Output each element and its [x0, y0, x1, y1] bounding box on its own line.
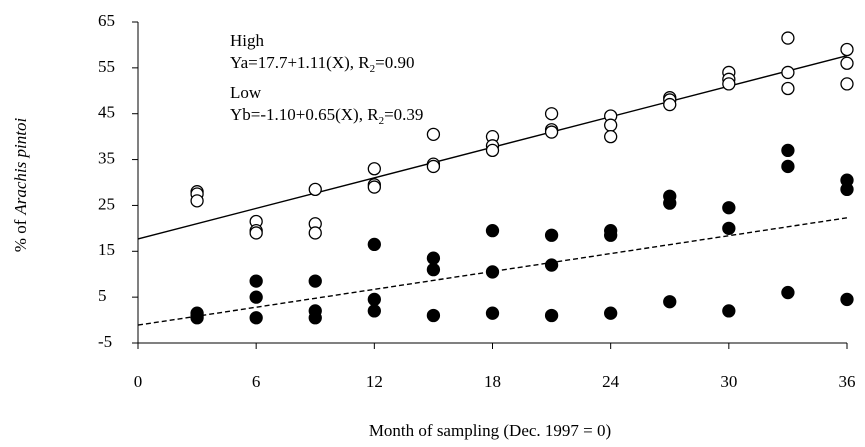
data-point	[426, 159, 441, 174]
y-tick-label: 5	[98, 286, 107, 305]
data-point	[722, 77, 736, 91]
x-tick-label: 30	[720, 372, 737, 391]
x-tick-label: 12	[366, 372, 383, 391]
data-point	[544, 258, 559, 272]
data-point	[840, 42, 854, 57]
data-point	[308, 311, 322, 325]
equation-part: Yb=-1.10+0.65(X), R	[230, 105, 379, 124]
y-axis-label-prefix: % of	[11, 219, 30, 252]
data-point	[367, 304, 381, 318]
data-point	[249, 290, 263, 304]
data-point	[426, 262, 441, 277]
equation: Yb=-1.10+0.65(X), R2=0.39	[230, 105, 423, 127]
y-tick-label: -5	[98, 332, 112, 351]
equation-part: =0.39	[384, 105, 423, 124]
data-point	[722, 201, 736, 215]
data-point	[604, 306, 618, 320]
y-tick-label: 25	[98, 194, 115, 213]
data-point	[663, 196, 677, 210]
y-tick-label: 15	[98, 240, 115, 259]
data-point	[367, 237, 381, 252]
data-point	[663, 295, 677, 309]
data-point	[840, 182, 854, 197]
equation-part: 2	[379, 115, 385, 127]
equation-label: High	[230, 31, 265, 50]
data-point	[781, 81, 795, 96]
data-point	[485, 306, 500, 320]
equation-label: Low	[230, 83, 262, 102]
x-tick-label: 36	[839, 372, 856, 391]
data-point	[604, 228, 618, 242]
data-point	[426, 251, 441, 265]
data-point	[840, 77, 854, 91]
data-point	[485, 223, 500, 238]
x-axis-label: Month of sampling (Dec. 1997 = 0)	[369, 421, 611, 440]
data-point	[781, 159, 795, 174]
x-tick-label: 24	[602, 372, 620, 391]
data-point	[485, 265, 500, 279]
y-axis-label-species: Arachis pintoi	[11, 118, 30, 216]
y-axis-label: % of Arachis pintoi	[11, 118, 30, 253]
equation: Ya=17.7+1.11(X), R2=0.90	[230, 53, 414, 75]
equation-part: =0.90	[375, 53, 414, 72]
data-point	[604, 118, 618, 132]
y-tick-label: 55	[98, 57, 115, 76]
data-point	[544, 107, 559, 121]
data-point	[249, 226, 263, 240]
x-tick-label: 0	[134, 372, 143, 391]
data-point	[367, 180, 381, 194]
data-point	[249, 274, 263, 288]
data-point	[544, 125, 559, 139]
y-tick-label: 45	[98, 103, 115, 122]
data-point	[249, 311, 263, 325]
data-point	[308, 182, 322, 197]
data-point	[544, 308, 559, 323]
data-point	[190, 311, 204, 325]
data-point	[544, 228, 559, 242]
equation-part: Ya=17.7+1.11(X), R	[230, 53, 370, 72]
x-tick-label: 6	[252, 372, 261, 391]
data-point	[426, 127, 441, 142]
data-point	[781, 143, 795, 158]
y-tick-label: 65	[98, 11, 115, 30]
data-point	[367, 292, 381, 307]
x-tick-label: 18	[484, 372, 501, 391]
data-point	[722, 221, 736, 236]
data-point	[604, 129, 618, 144]
data-point	[781, 65, 795, 80]
data-point	[722, 304, 736, 318]
data-point	[663, 97, 677, 112]
data-point	[308, 226, 322, 240]
data-point	[190, 194, 204, 208]
equation-part: 2	[370, 63, 376, 75]
data-point	[308, 274, 322, 288]
data-point	[781, 31, 795, 45]
data-point	[840, 56, 854, 70]
data-point	[840, 292, 854, 307]
data-point	[367, 162, 381, 176]
data-point	[781, 285, 795, 300]
data-point	[426, 308, 441, 323]
y-tick-label: 35	[98, 148, 115, 167]
data-point	[485, 143, 500, 158]
